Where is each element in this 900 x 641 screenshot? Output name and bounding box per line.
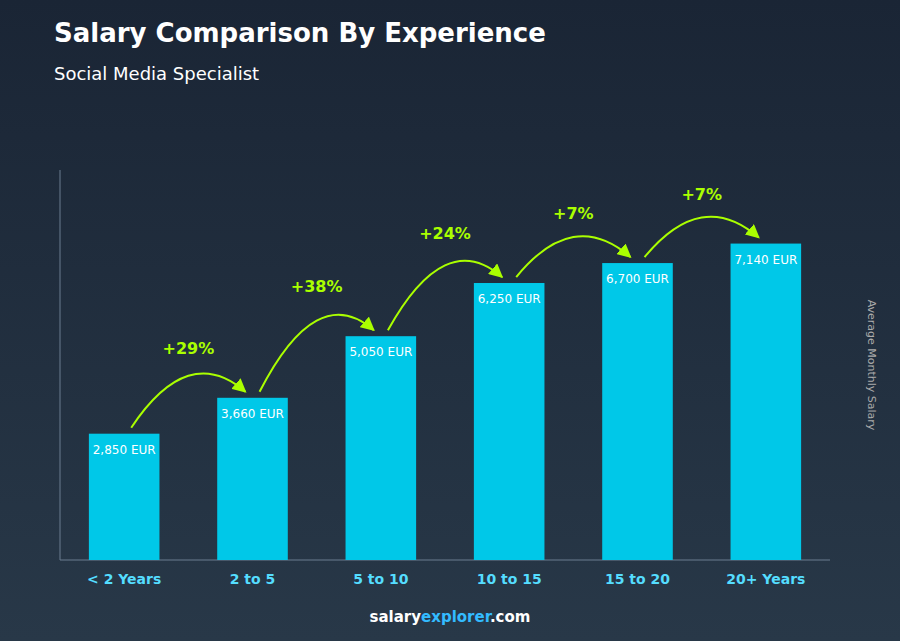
bar — [602, 263, 673, 560]
data-label: 6,250 EUR — [478, 292, 541, 306]
change-label: +29% — [162, 339, 214, 358]
data-label: 5,050 EUR — [349, 345, 412, 359]
change-arrow — [388, 261, 502, 331]
change-arrow — [645, 217, 759, 257]
y-axis-label: Average Monthly Salary — [865, 300, 878, 431]
data-label: 6,700 EUR — [606, 272, 669, 286]
change-arrow — [516, 236, 630, 277]
bar — [89, 434, 160, 560]
x-tick-label: 10 to 15 — [477, 571, 542, 587]
change-arrow — [260, 315, 374, 392]
change-label: +38% — [291, 277, 343, 296]
change-label: +24% — [419, 224, 471, 243]
data-label: 3,660 EUR — [221, 407, 284, 421]
bar — [346, 336, 417, 560]
chart-container: Salary Comparison By Experience Social Me… — [0, 0, 900, 641]
subtitle: Social Media Specialist — [54, 63, 259, 84]
bar — [474, 283, 545, 560]
footer: salaryexplorer.com — [370, 608, 531, 626]
x-tick-label: < 2 Years — [87, 571, 161, 587]
x-tick-label: 15 to 20 — [605, 571, 670, 587]
x-axis-line — [60, 560, 830, 561]
title: Salary Comparison By Experience — [54, 18, 546, 48]
change-label: +7% — [681, 185, 722, 204]
bars — [89, 244, 801, 560]
y-axis-line — [60, 170, 61, 560]
bar — [217, 398, 288, 560]
footer-part: explorer — [421, 608, 493, 626]
x-tick-label: 2 to 5 — [230, 571, 276, 587]
bar — [731, 244, 802, 560]
data-label: 2,850 EUR — [93, 443, 156, 457]
change-arrow — [131, 373, 245, 427]
x-tick-label: 20+ Years — [726, 571, 805, 587]
chart-svg: Salary Comparison By Experience Social Me… — [0, 0, 900, 641]
x-tick-label: 5 to 10 — [353, 571, 409, 587]
footer-part: .com — [490, 608, 531, 626]
footer-part: salary — [370, 608, 422, 626]
change-label: +7% — [553, 204, 594, 223]
data-label: 7,140 EUR — [734, 253, 797, 267]
